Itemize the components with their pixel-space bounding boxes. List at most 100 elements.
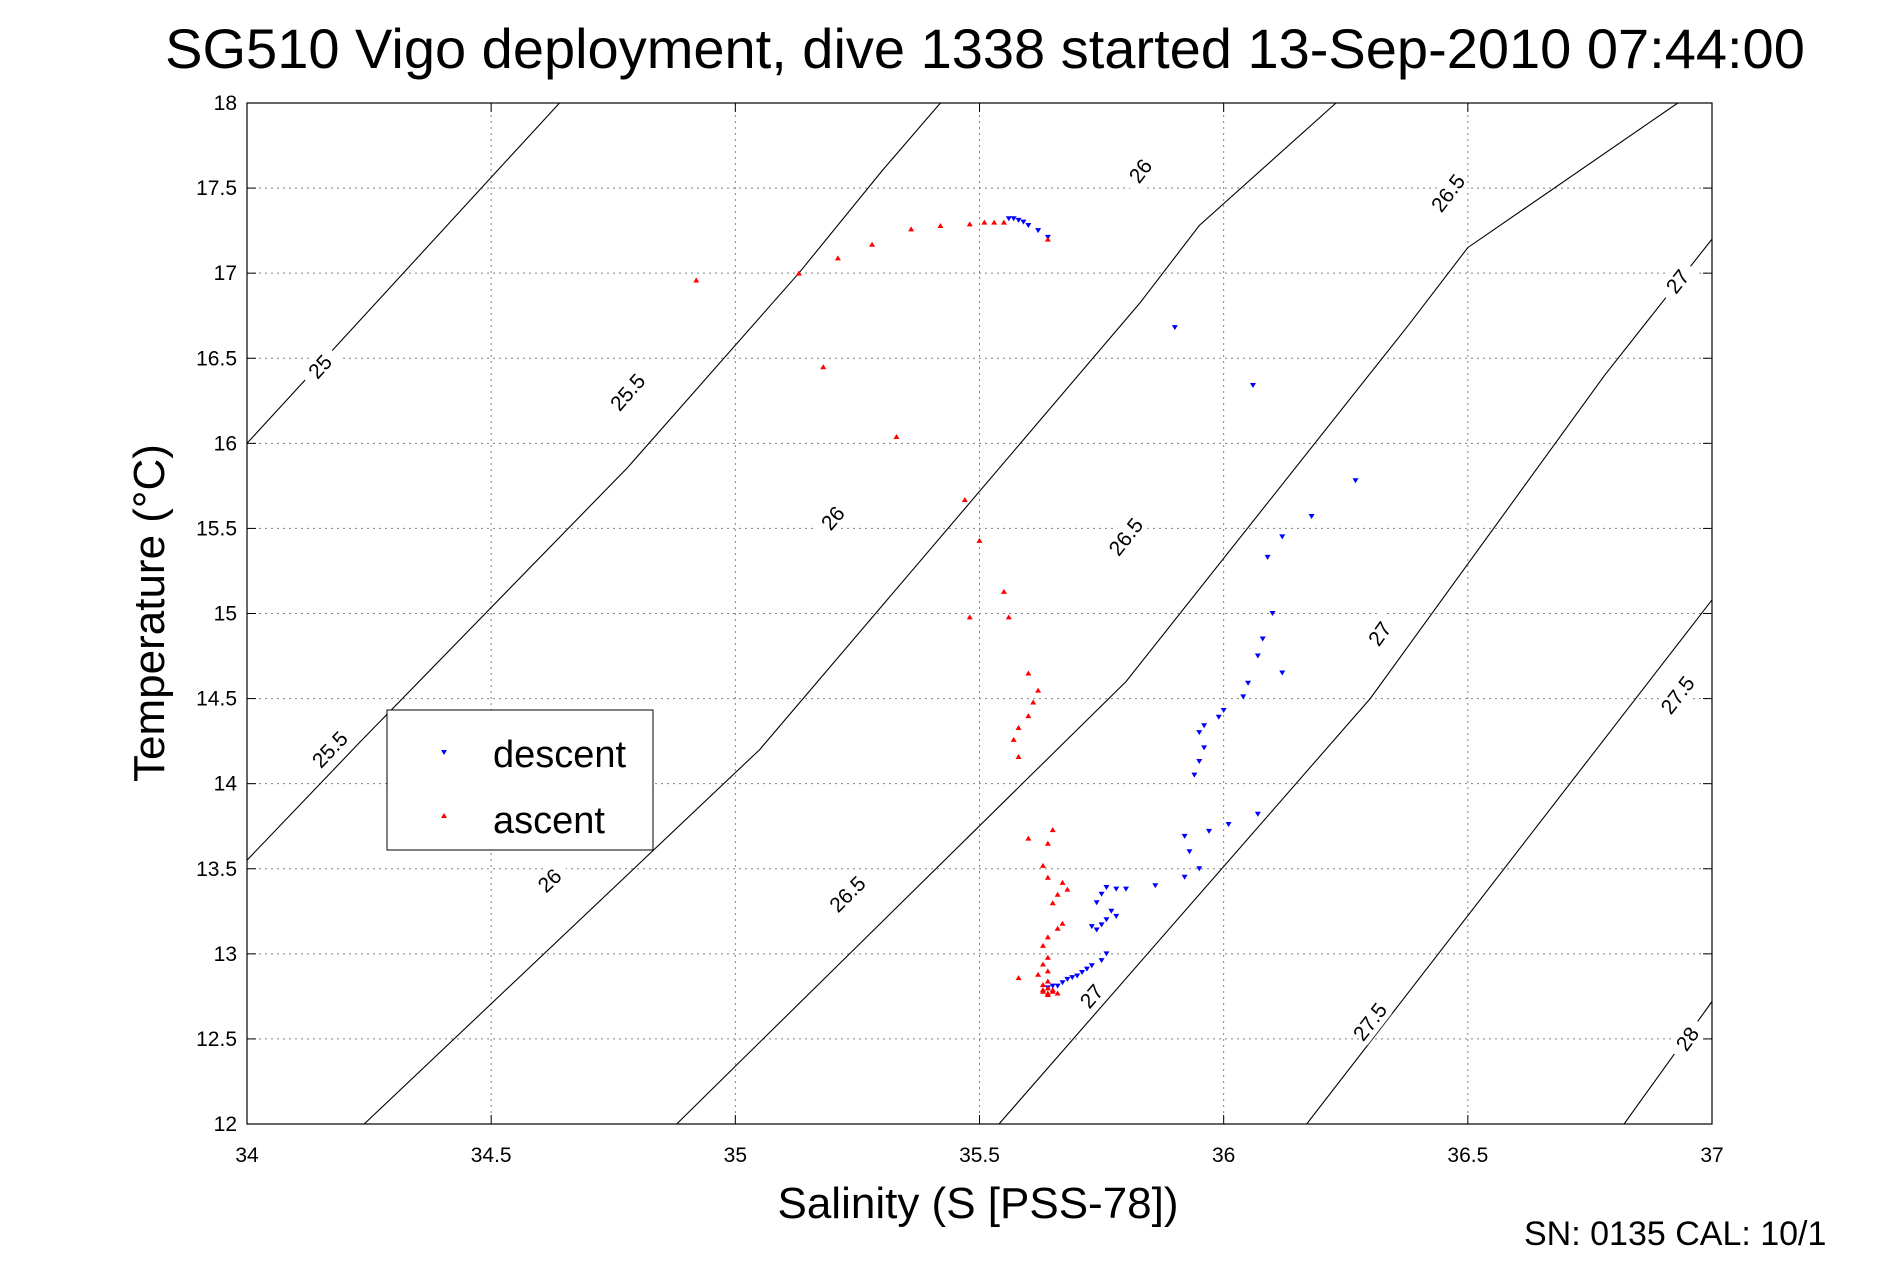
y-tick-label: 16.5 xyxy=(196,347,237,370)
x-tick-label: 35 xyxy=(724,1144,747,1167)
descent-point xyxy=(1083,966,1090,972)
ascent-point xyxy=(1064,886,1071,892)
contour-label-gap xyxy=(1104,513,1148,561)
contour-label: 25.5 xyxy=(308,727,353,772)
data-points xyxy=(693,216,1359,998)
descent-point xyxy=(1103,884,1110,890)
descent-point xyxy=(1249,382,1256,388)
descent-point xyxy=(1171,325,1178,331)
ascent-point xyxy=(991,219,998,225)
contour-label-gap xyxy=(1348,998,1392,1046)
legend: descent ascent xyxy=(386,709,654,851)
descent-point xyxy=(1181,833,1188,839)
ascent-point xyxy=(1039,862,1046,868)
ascent-point xyxy=(1054,990,1061,996)
descent-point xyxy=(1098,958,1105,964)
contour-label-gap xyxy=(810,495,856,542)
descent-point xyxy=(1113,886,1120,892)
ascent-point xyxy=(795,270,802,276)
descent-point xyxy=(1059,980,1066,986)
ascent-point xyxy=(1035,687,1042,693)
contour-label-gap xyxy=(1656,672,1700,719)
ascent-point xyxy=(937,223,944,229)
ascent-point xyxy=(834,255,841,261)
ascent-point xyxy=(893,434,900,440)
ascent-point xyxy=(1015,725,1022,731)
density-contour-27 xyxy=(998,238,1712,1124)
ascent-point xyxy=(966,221,973,227)
x-axis-label: Salinity (S [PSS-78]) xyxy=(777,1179,1178,1228)
contour-label-gap xyxy=(297,343,343,390)
ascent-point xyxy=(1000,588,1007,594)
descent-point xyxy=(1352,478,1359,484)
ascent-point xyxy=(1054,925,1061,931)
descent-point xyxy=(1186,849,1193,855)
descent-point xyxy=(1074,973,1081,979)
descent-point xyxy=(1088,963,1095,969)
x-tick-label: 35.5 xyxy=(959,1144,1000,1167)
ascent-point xyxy=(1044,968,1051,974)
contour-label-gap xyxy=(1426,170,1470,217)
y-tick-label: 15 xyxy=(214,603,237,626)
contour-label: 26.5 xyxy=(1105,514,1148,560)
descent-point xyxy=(1264,554,1271,560)
density-contour-25.5 xyxy=(247,103,941,861)
density-contour-27.5 xyxy=(1306,599,1712,1124)
descent-point xyxy=(1201,745,1208,751)
contour-label-gap xyxy=(1118,147,1163,195)
y-axis-ticks: 12 12.5 13 13.5 14 14.5 15 15.5 16 16.5 17 17.5 18 xyxy=(196,92,1712,1136)
density-contour-26.5 xyxy=(676,103,1679,1124)
descent-point xyxy=(1201,723,1208,729)
descent-point xyxy=(1103,951,1110,957)
descent-point xyxy=(1098,922,1105,928)
contour-label-gap xyxy=(1069,973,1114,1020)
descent-point xyxy=(1054,983,1061,989)
ascent-point xyxy=(869,241,876,247)
ascent-point xyxy=(1039,987,1046,993)
descent-point xyxy=(1035,228,1042,234)
ascent-point xyxy=(1044,840,1051,846)
x-tick-label: 36.5 xyxy=(1447,1144,1488,1167)
ascent-point xyxy=(1049,900,1056,906)
contour-label-gap xyxy=(824,871,871,917)
descent-point xyxy=(1103,917,1110,923)
descent-point xyxy=(1191,772,1198,778)
ascent-point xyxy=(1025,835,1032,841)
ascent-point xyxy=(1025,713,1032,719)
y-tick-label: 14.5 xyxy=(196,688,237,711)
descent-point xyxy=(1196,866,1203,872)
descent-point xyxy=(1196,730,1203,736)
y-axis-label: Temperature (°C) xyxy=(125,444,174,782)
descent-point xyxy=(1152,883,1159,889)
descent-point xyxy=(1093,900,1100,906)
x-tick-label: 37 xyxy=(1700,1144,1723,1167)
descent-point xyxy=(1108,908,1115,914)
ascent-point xyxy=(1039,961,1046,967)
descent-point xyxy=(1049,983,1056,989)
y-tick-label: 17 xyxy=(214,262,237,285)
descent-point xyxy=(1215,714,1222,720)
ascent-point xyxy=(1044,978,1051,984)
descent-point xyxy=(1098,891,1105,897)
ascent-point xyxy=(1059,879,1066,885)
ascent-point xyxy=(981,219,988,225)
ascent-point xyxy=(693,277,700,283)
legend-box xyxy=(386,709,654,851)
descent-point xyxy=(1240,694,1247,700)
y-tick-label: 14 xyxy=(214,773,238,796)
contour-label: 26.5 xyxy=(825,872,870,917)
descent-point xyxy=(1088,924,1095,930)
x-tick-label: 36 xyxy=(1212,1144,1235,1167)
ascent-point xyxy=(1044,934,1051,940)
ascent-point xyxy=(1005,614,1012,620)
ascent-point xyxy=(1044,992,1051,998)
ascent-point xyxy=(1044,874,1051,880)
legend-descent-marker xyxy=(441,750,447,755)
ascent-point xyxy=(1000,219,1007,225)
ascent-point xyxy=(966,614,973,620)
ascent-point xyxy=(1010,736,1017,742)
ascent-point xyxy=(1039,981,1046,987)
y-tick-label: 12.5 xyxy=(196,1028,237,1051)
descent-point xyxy=(1220,707,1227,713)
